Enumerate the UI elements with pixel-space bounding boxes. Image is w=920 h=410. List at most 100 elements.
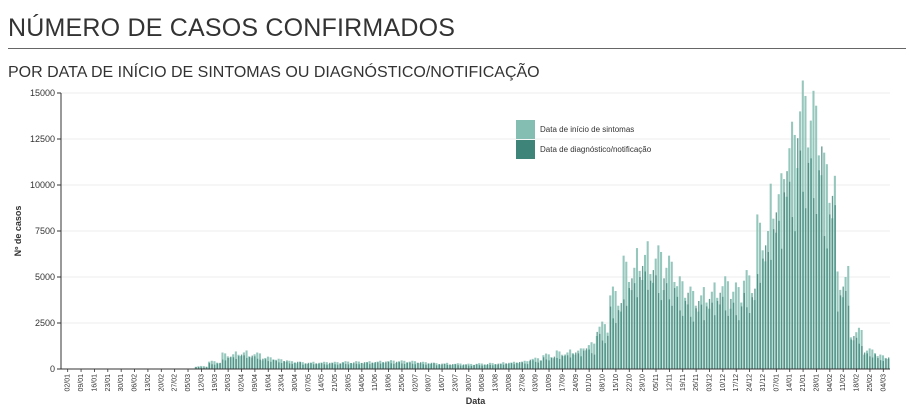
bar-diagnosis — [227, 357, 229, 369]
bar-diagnosis — [387, 361, 390, 369]
bar-diagnosis — [607, 335, 609, 369]
y-axis-ticks: 0 2500 5000 7500 10000 12500 15000 — [30, 88, 61, 374]
x-tick-label: 04/02 — [827, 374, 834, 392]
bar-diagnosis — [588, 349, 590, 369]
bar-diagnosis — [845, 290, 847, 369]
x-tick-label: 23/07 — [452, 374, 459, 392]
page-title: NÚMERO DE CASOS CONFIRMADOS — [8, 14, 456, 42]
x-tick-label: 09/01 — [78, 374, 85, 392]
bar-diagnosis — [858, 343, 860, 369]
bar-diagnosis — [291, 363, 293, 369]
bar-diagnosis — [508, 362, 510, 369]
bar-diagnosis — [847, 305, 850, 369]
bar-diagnosis — [358, 364, 360, 369]
bar-diagnosis — [553, 356, 556, 369]
bar-diagnosis — [631, 278, 633, 369]
bar-diagnosis — [441, 363, 443, 369]
bar-diagnosis — [874, 354, 876, 369]
x-tick-label: 10/12 — [720, 374, 727, 392]
bar-diagnosis — [580, 356, 582, 369]
bar-diagnosis — [577, 353, 580, 369]
bar-diagnosis — [636, 297, 638, 369]
bar-diagnosis — [625, 305, 628, 369]
x-tick-label: 17/09 — [559, 374, 566, 392]
bar-diagnosis — [526, 364, 529, 369]
bar-diagnosis — [321, 363, 323, 369]
x-tick-label: 12/11 — [666, 374, 673, 391]
bar-diagnosis — [361, 362, 363, 369]
bar-diagnosis — [850, 339, 852, 369]
bar-diagnosis — [805, 208, 807, 369]
bar-diagnosis — [882, 360, 884, 369]
bar-diagnosis — [222, 359, 224, 369]
bar-diagnosis — [500, 363, 502, 369]
bar-diagnosis — [708, 298, 711, 369]
bar-diagnosis — [791, 217, 794, 369]
bar-diagnosis — [374, 361, 376, 369]
bar-diagnosis — [593, 354, 596, 369]
x-tick-label: 09/04 — [252, 374, 259, 392]
bar-diagnosis — [492, 365, 494, 369]
x-tick-label: 16/07 — [439, 374, 446, 392]
bar-diagnosis — [564, 354, 566, 369]
bar-diagnosis — [687, 292, 689, 369]
bar-diagnosis — [815, 213, 818, 369]
bar-diagnosis — [773, 229, 775, 369]
bar-diagnosis — [363, 362, 366, 369]
x-tick-label: 02/07 — [412, 374, 419, 392]
bar-diagnosis — [214, 364, 216, 369]
bar-diagnosis — [789, 181, 791, 369]
x-tick-label: 21/05 — [332, 374, 339, 392]
bar-diagnosis — [842, 286, 844, 369]
title-divider — [8, 48, 906, 49]
bar-diagnosis — [658, 293, 660, 369]
x-tick-label: 01/10 — [586, 374, 593, 392]
bar-diagnosis — [703, 320, 705, 369]
bar-diagnosis — [628, 288, 630, 369]
x-tick-label: 15/10 — [613, 374, 620, 392]
bar-diagnosis — [740, 306, 743, 369]
x-tick-label: 18/02 — [854, 374, 861, 392]
x-tick-label: 12/03 — [198, 374, 205, 392]
x-tick-label: 08/10 — [600, 374, 607, 392]
bar-diagnosis — [649, 280, 652, 369]
bar-diagnosis — [700, 304, 703, 369]
bar-diagnosis — [329, 362, 331, 369]
bar-diagnosis — [887, 357, 890, 369]
bar-diagnosis — [540, 360, 542, 369]
x-tick-label: 27/02 — [172, 374, 179, 392]
bar-diagnosis — [460, 365, 462, 369]
bar-diagnosis — [232, 357, 235, 369]
bar-diagnosis — [762, 258, 764, 369]
bar-symptoms — [202, 366, 205, 369]
bar-diagnosis — [262, 358, 264, 369]
bar-diagnosis — [259, 359, 261, 369]
chart-legend: Data de início de sintomas Data de diagn… — [516, 120, 652, 159]
bar-diagnosis — [823, 236, 826, 369]
bar-diagnosis — [254, 356, 256, 369]
bar-diagnosis — [797, 138, 799, 369]
bar-diagnosis — [679, 310, 681, 369]
bar-diagnosis — [513, 364, 515, 369]
bar-diagnosis — [871, 357, 874, 369]
bar-diagnosis — [671, 305, 673, 369]
x-tick-label: 04/06 — [359, 374, 366, 392]
bar-diagnosis — [652, 270, 655, 369]
x-tick-label: 02/04 — [239, 374, 246, 392]
bar-diagnosis — [695, 308, 697, 369]
bar-diagnosis — [195, 366, 197, 369]
bar-diagnosis — [382, 362, 384, 369]
bar-diagnosis — [350, 363, 352, 369]
bar-diagnosis — [802, 191, 804, 369]
bar-diagnosis — [853, 336, 855, 369]
bar-diagnosis — [211, 364, 213, 369]
bar-diagnosis — [377, 362, 379, 369]
bar-diagnosis — [425, 364, 427, 369]
bar-diagnosis — [436, 365, 438, 369]
x-tick-label: 04/03 — [880, 374, 887, 392]
bar-diagnosis — [609, 306, 612, 369]
x-tick-label: 26/11 — [693, 374, 700, 391]
bar-diagnosis — [313, 364, 315, 369]
bar-diagnosis — [738, 320, 740, 369]
bar-diagnosis — [877, 358, 879, 369]
